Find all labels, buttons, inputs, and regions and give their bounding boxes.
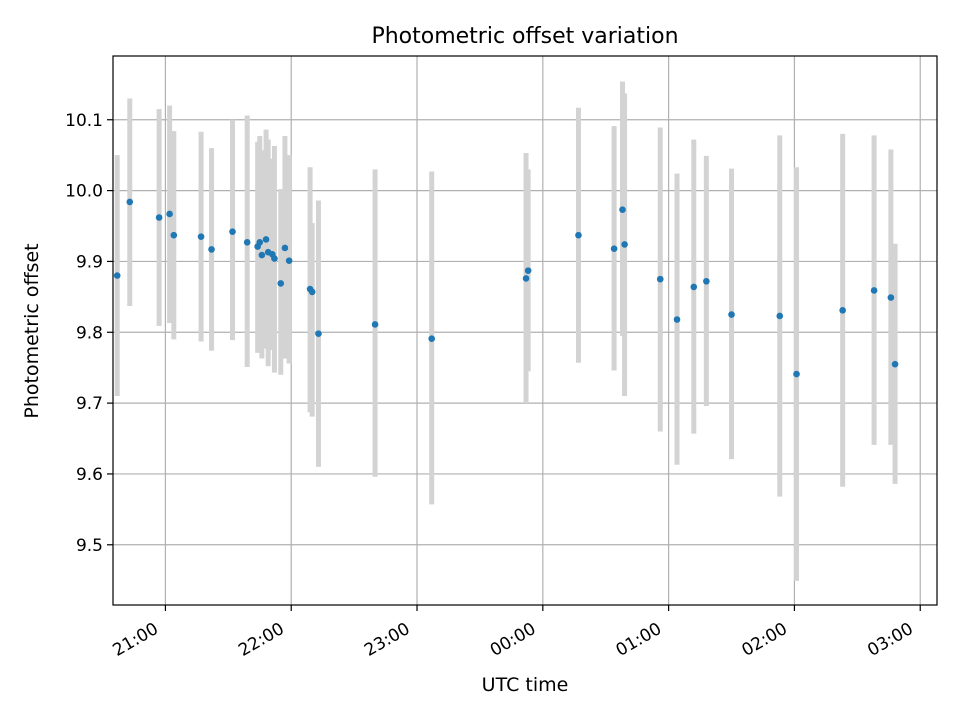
data-point (887, 294, 895, 301)
y-tick-label: 10.0 (65, 182, 103, 202)
data-point (524, 267, 532, 274)
y-tick-label: 9.5 (76, 536, 103, 556)
x-axis-label: UTC time (482, 674, 569, 696)
data-point (728, 311, 735, 318)
data-point (690, 283, 698, 291)
data-point (256, 239, 264, 246)
data-point (281, 244, 289, 252)
data-point (113, 272, 121, 279)
data-point (870, 287, 878, 294)
data-point (166, 210, 173, 218)
data-point (277, 280, 285, 287)
data-point (243, 239, 251, 246)
data-point (262, 236, 270, 243)
data-point (371, 321, 379, 328)
data-point (703, 277, 710, 285)
data-point (428, 335, 435, 342)
data-point (891, 360, 899, 368)
y-tick-label: 9.7 (76, 394, 103, 414)
data-point (258, 251, 266, 259)
data-point (839, 307, 846, 314)
data-point (170, 231, 178, 239)
data-point (793, 370, 800, 378)
data-point (619, 206, 626, 214)
data-point (575, 231, 582, 239)
data-point (197, 233, 205, 240)
data-point (285, 257, 293, 265)
point-layer (113, 198, 899, 378)
y-tick-label: 9.6 (76, 465, 103, 485)
data-point (229, 228, 236, 235)
data-point (315, 330, 322, 337)
data-point (610, 245, 618, 252)
data-point (208, 246, 215, 253)
data-point (656, 275, 664, 283)
plot-frame (112, 55, 938, 606)
data-point (776, 312, 784, 320)
y-tick-label: 9.8 (76, 323, 103, 343)
y-tick-label: 9.9 (76, 252, 103, 272)
data-point (271, 255, 278, 262)
chart-title: Photometric offset variation (371, 24, 678, 49)
y-axis-label: Photometric offset (21, 243, 43, 418)
data-point (126, 198, 134, 206)
data-point (621, 241, 628, 248)
y-tick-label: 10.1 (65, 111, 103, 131)
data-point (308, 288, 316, 296)
data-point (522, 275, 530, 282)
data-point (673, 316, 681, 323)
data-point (155, 214, 163, 221)
